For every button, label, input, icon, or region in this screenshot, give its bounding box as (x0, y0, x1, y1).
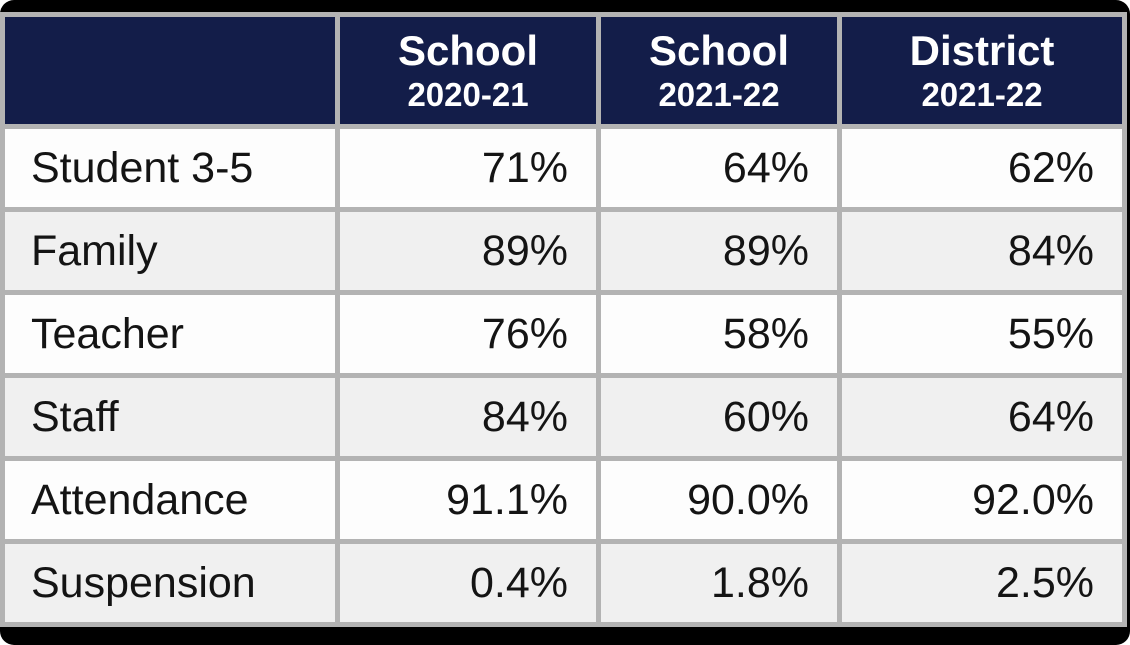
column-header-title: School (397, 27, 538, 75)
row-label: Attendance (0, 456, 340, 544)
row-label: Family (0, 207, 340, 295)
column-header-school-2020-21: School 2020-21 (335, 12, 601, 129)
cell-value: 2.5% (837, 539, 1127, 627)
column-header-school-2021-22: School 2021-22 (596, 12, 842, 129)
column-header-year: 2021-22 (921, 75, 1043, 113)
cell-value: 62% (837, 124, 1127, 212)
table-row-staff: Staff 84% 60% 64% (0, 373, 1127, 461)
cell-value: 60% (596, 373, 842, 461)
table-row-family: Family 89% 89% 84% (0, 207, 1127, 295)
cell-value: 91.1% (335, 456, 601, 544)
cell-value: 0.4% (335, 539, 601, 627)
table-row-suspension: Suspension 0.4% 1.8% 2.5% (0, 539, 1127, 627)
cell-value: 76% (335, 290, 601, 378)
cell-value: 64% (596, 124, 842, 212)
row-label: Suspension (0, 539, 340, 627)
cell-value: 89% (335, 207, 601, 295)
cell-value: 90.0% (596, 456, 842, 544)
column-header-district-2021-22: District 2021-22 (837, 12, 1127, 129)
row-label: Student 3-5 (0, 124, 340, 212)
cell-value: 58% (596, 290, 842, 378)
column-header-title: District (909, 27, 1055, 75)
cell-value: 71% (335, 124, 601, 212)
row-label: Staff (0, 373, 340, 461)
metrics-table: School 2020-21 School 2021-22 District 2… (0, 12, 1127, 627)
cell-value: 92.0% (837, 456, 1127, 544)
header-row: School 2020-21 School 2021-22 District 2… (0, 12, 1127, 129)
column-header-year: 2020-21 (407, 75, 529, 113)
column-header-year: 2021-22 (658, 75, 780, 113)
cell-value: 55% (837, 290, 1127, 378)
column-header-title: School (648, 27, 789, 75)
table-row-attendance: Attendance 91.1% 90.0% 92.0% (0, 456, 1127, 544)
cell-value: 84% (837, 207, 1127, 295)
corner-cell (0, 12, 340, 129)
table-row-student-3-5: Student 3-5 71% 64% 62% (0, 124, 1127, 212)
cell-value: 84% (335, 373, 601, 461)
table-row-teacher: Teacher 76% 58% 55% (0, 290, 1127, 378)
cell-value: 89% (596, 207, 842, 295)
row-label: Teacher (0, 290, 340, 378)
cell-value: 1.8% (596, 539, 842, 627)
cell-value: 64% (837, 373, 1127, 461)
